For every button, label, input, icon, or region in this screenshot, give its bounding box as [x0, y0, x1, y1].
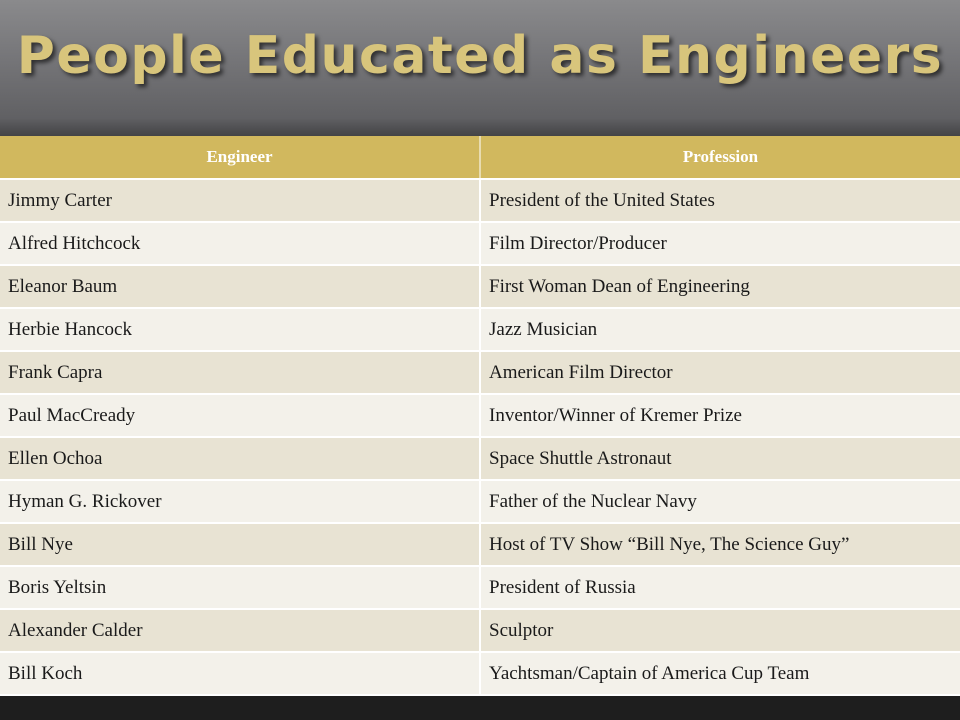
- table-row: Hyman G. Rickover Father of the Nuclear …: [0, 480, 960, 524]
- slide-title: People Educated as Engineers: [16, 26, 944, 86]
- engineer-cell: Alfred Hitchcock: [0, 222, 481, 266]
- column-header-engineer: Engineer: [0, 136, 481, 180]
- table-row: Bill Koch Yachtsman/Captain of America C…: [0, 652, 960, 696]
- table-row: Ellen Ochoa Space Shuttle Astronaut: [0, 437, 960, 481]
- table-row: Frank Capra American Film Director: [0, 351, 960, 395]
- profession-cell: President of Russia: [480, 566, 960, 610]
- engineer-cell: Jimmy Carter: [0, 179, 481, 223]
- profession-cell: President of the United States: [480, 179, 960, 223]
- title-band: [0, 0, 960, 136]
- column-header-profession: Profession: [480, 136, 960, 180]
- profession-cell: First Woman Dean of Engineering: [480, 265, 960, 309]
- profession-cell: Film Director/Producer: [480, 222, 960, 266]
- table-row: Paul MacCready Inventor/Winner of Kremer…: [0, 394, 960, 438]
- profession-cell: Father of the Nuclear Navy: [480, 480, 960, 524]
- engineer-cell: Herbie Hancock: [0, 308, 481, 352]
- engineer-cell: Boris Yeltsin: [0, 566, 481, 610]
- table-header-row: Engineer Profession: [0, 136, 960, 180]
- table-row: Herbie Hancock Jazz Musician: [0, 308, 960, 352]
- engineer-cell: Eleanor Baum: [0, 265, 481, 309]
- profession-cell: Sculptor: [480, 609, 960, 653]
- table-row: Alexander Calder Sculptor: [0, 609, 960, 653]
- engineer-cell: Hyman G. Rickover: [0, 480, 481, 524]
- profession-cell: Yachtsman/Captain of America Cup Team: [480, 652, 960, 696]
- profession-cell: American Film Director: [480, 351, 960, 395]
- engineer-cell: Alexander Calder: [0, 609, 481, 653]
- profession-cell: Space Shuttle Astronaut: [480, 437, 960, 481]
- table-row: Eleanor Baum First Woman Dean of Enginee…: [0, 265, 960, 309]
- engineer-cell: Paul MacCready: [0, 394, 481, 438]
- table-row: Jimmy Carter President of the United Sta…: [0, 179, 960, 223]
- engineer-cell: Ellen Ochoa: [0, 437, 481, 481]
- engineer-cell: Bill Koch: [0, 652, 481, 696]
- table-row: Alfred Hitchcock Film Director/Producer: [0, 222, 960, 266]
- table-row: Boris Yeltsin President of Russia: [0, 566, 960, 610]
- engineers-table-container: Engineer Profession Jimmy Carter Preside…: [0, 136, 960, 696]
- engineers-table: Engineer Profession Jimmy Carter Preside…: [0, 136, 960, 696]
- engineer-cell: Bill Nye: [0, 523, 481, 567]
- engineer-cell: Frank Capra: [0, 351, 481, 395]
- profession-cell: Host of TV Show “Bill Nye, The Science G…: [480, 523, 960, 567]
- profession-cell: Jazz Musician: [480, 308, 960, 352]
- table-row: Bill Nye Host of TV Show “Bill Nye, The …: [0, 523, 960, 567]
- profession-cell: Inventor/Winner of Kremer Prize: [480, 394, 960, 438]
